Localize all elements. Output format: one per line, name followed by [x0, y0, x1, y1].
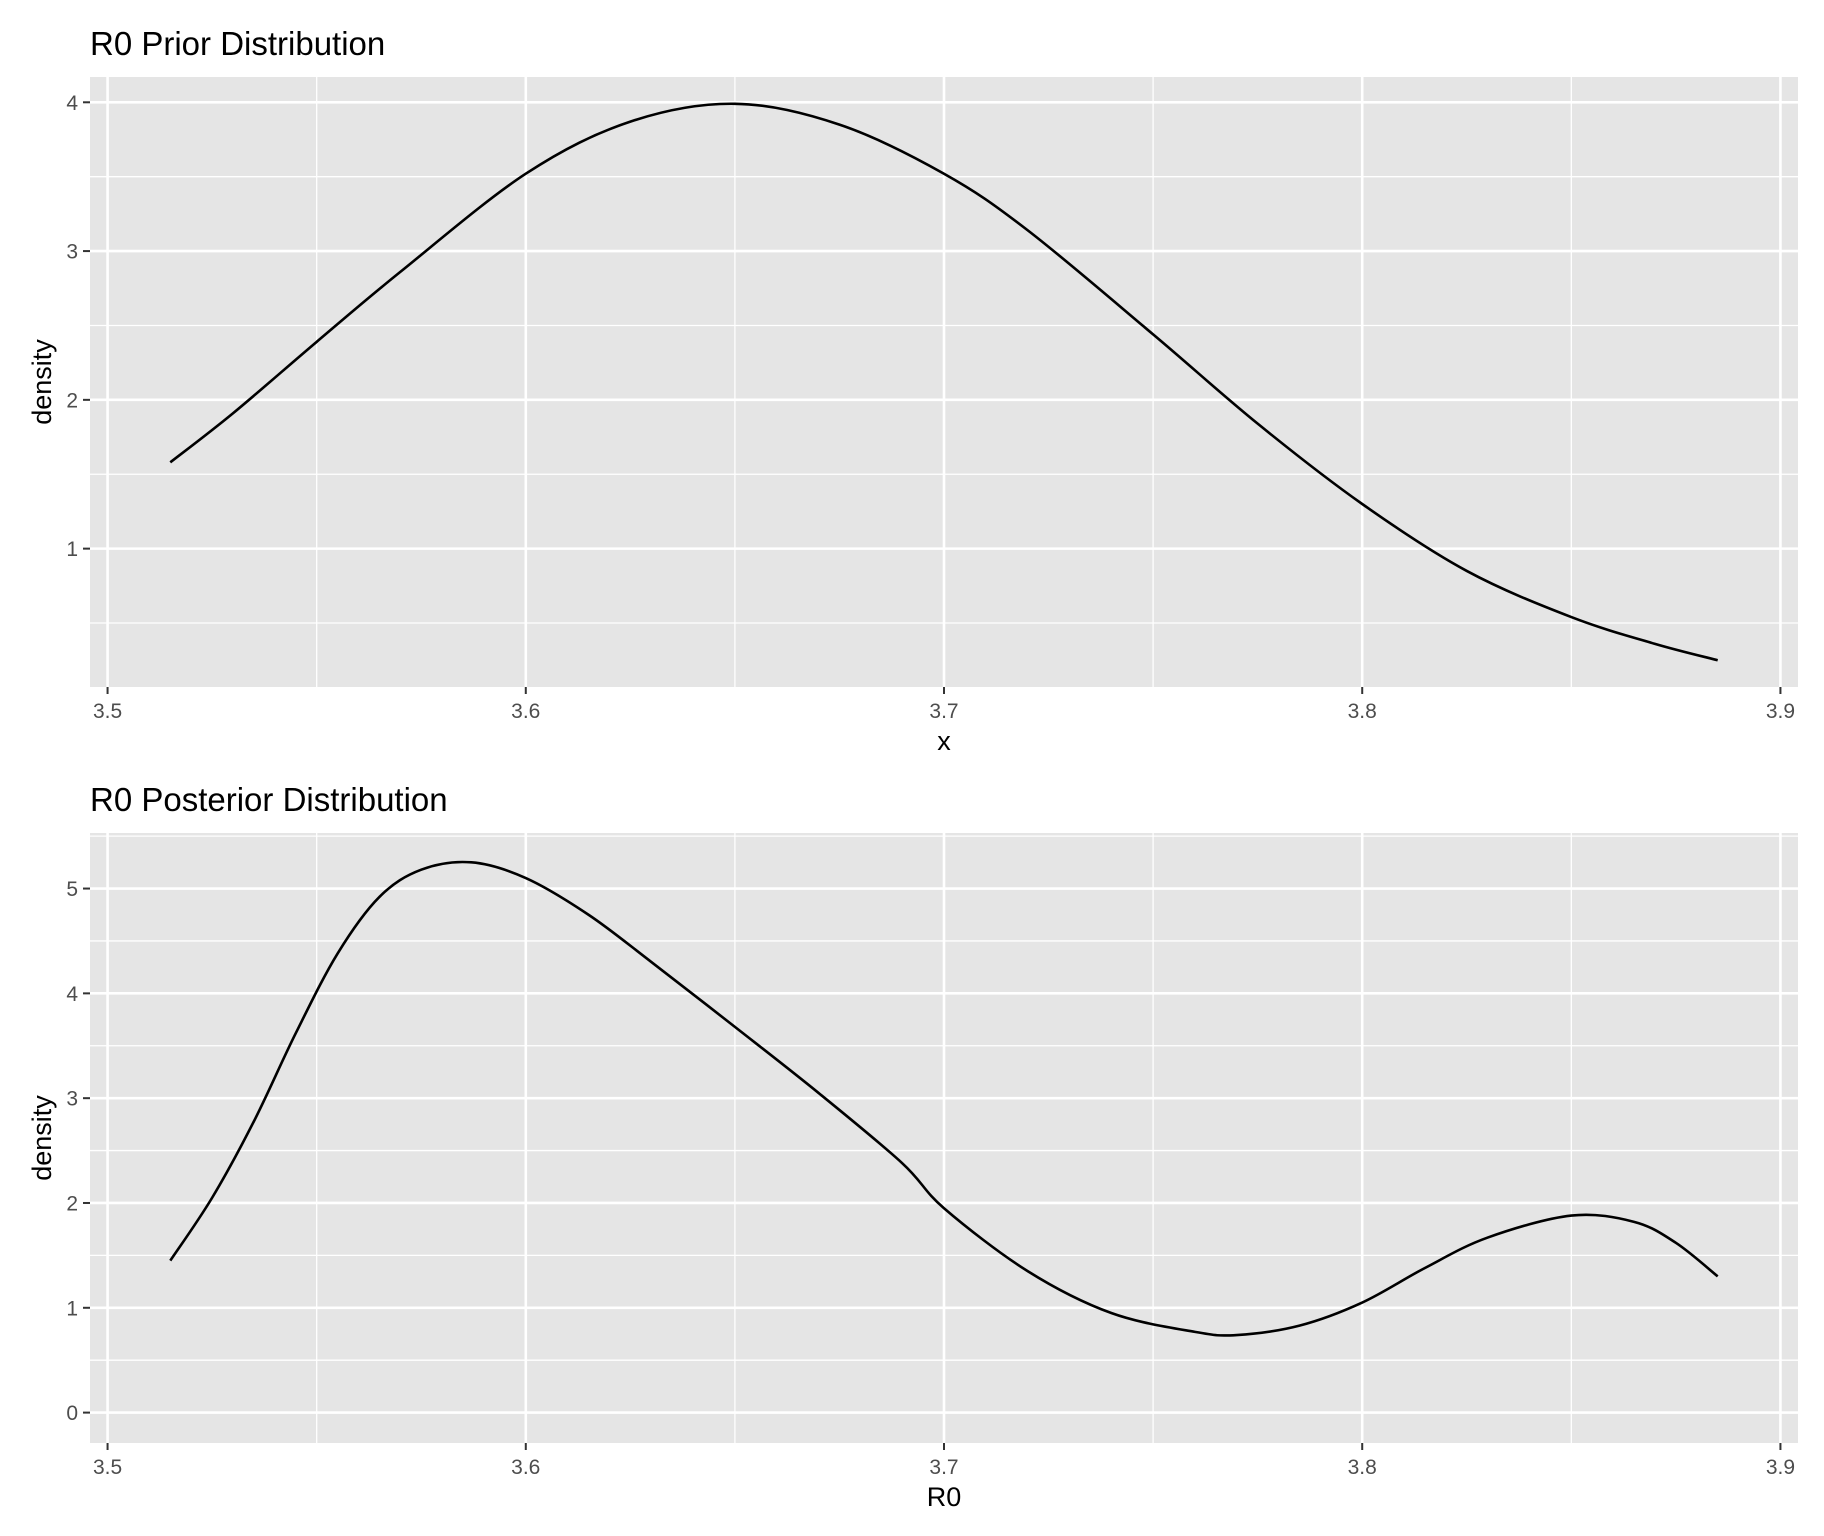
- posterior-series: [169, 860, 1719, 1337]
- posterior-x-axis-title: R0: [927, 1482, 962, 1512]
- posterior-x-tick-label: 3.7: [929, 1456, 958, 1479]
- posterior-chart-title: R0 Posterior Distribution: [90, 781, 448, 818]
- posterior-y-tick-label: 2: [66, 1192, 78, 1215]
- posterior-tick-marks: [83, 887, 1782, 1450]
- posterior-y-tick-label: 5: [66, 878, 78, 901]
- posterior-y-axis-title: density: [27, 1095, 57, 1181]
- prior-density-line: [169, 102, 1719, 662]
- posterior-x-tick-label: 3.9: [1766, 1456, 1795, 1479]
- prior-series: [169, 102, 1719, 662]
- posterior-y-tick-label: 3: [66, 1088, 78, 1111]
- prior-y-tick-label: 4: [66, 92, 78, 115]
- prior-x-axis-title: x: [937, 726, 951, 756]
- prior-y-tick-labels: 1 2 3 4: [66, 92, 78, 561]
- prior-x-tick-label: 3.9: [1766, 700, 1795, 723]
- prior-chart: R0 Prior Distribution 3.5 3.6 3.7 3.8 3.9 1 2…: [27, 25, 1798, 756]
- prior-y-tick-label: 1: [66, 538, 78, 561]
- prior-x-tick-label: 3.5: [93, 700, 122, 723]
- prior-y-tick-label: 3: [66, 241, 78, 264]
- prior-chart-title: R0 Prior Distribution: [90, 25, 385, 62]
- posterior-x-tick-label: 3.6: [511, 1456, 540, 1479]
- posterior-y-tick-label: 4: [66, 983, 78, 1006]
- posterior-density-line: [169, 860, 1719, 1337]
- posterior-x-tick-label: 3.8: [1348, 1456, 1377, 1479]
- posterior-y-tick-label: 0: [66, 1402, 78, 1425]
- prior-x-tick-label: 3.7: [929, 700, 958, 723]
- posterior-gridlines: [90, 833, 1798, 1443]
- posterior-y-tick-label: 1: [66, 1297, 78, 1320]
- posterior-x-tick-label: 3.5: [93, 1456, 122, 1479]
- prior-x-tick-label: 3.6: [511, 700, 540, 723]
- prior-tick-marks: [83, 101, 1782, 694]
- posterior-x-tick-labels: 3.5 3.6 3.7 3.8 3.9: [93, 1456, 1795, 1479]
- posterior-y-tick-labels: 0 1 2 3 4 5: [66, 878, 78, 1425]
- prior-x-tick-label: 3.8: [1348, 700, 1377, 723]
- prior-y-tick-label: 2: [66, 389, 78, 412]
- prior-y-axis-title: density: [27, 339, 57, 425]
- prior-x-tick-labels: 3.5 3.6 3.7 3.8 3.9: [93, 700, 1795, 723]
- prior-gridlines: [90, 77, 1798, 687]
- posterior-chart: R0 Posterior Distribution 3.5 3.6 3.7 3.8 3.…: [27, 781, 1798, 1512]
